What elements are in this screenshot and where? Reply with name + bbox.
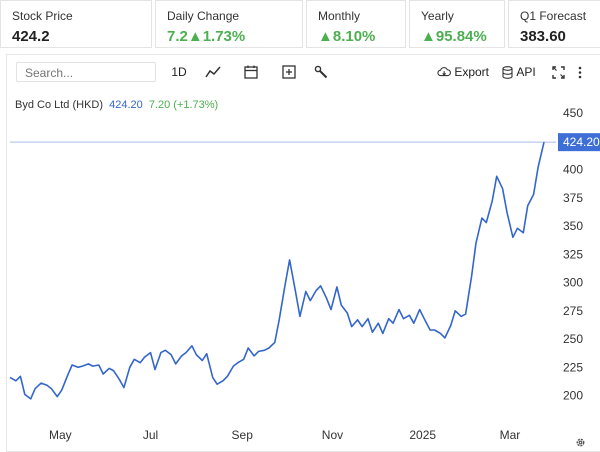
line-chart-icon[interactable] <box>203 61 223 83</box>
stat-value: 7.2▲1.73% <box>167 28 246 45</box>
gear-icon[interactable] <box>573 431 587 452</box>
stat-monthly[interactable]: Monthly ▲8.10% <box>306 0 406 48</box>
api-label: API <box>516 65 536 79</box>
stat-daily-change[interactable]: Daily Change 7.2▲1.73% <box>155 0 303 48</box>
y-tick-label: 400 <box>563 163 583 177</box>
api-button[interactable]: API <box>501 61 537 83</box>
export-label: Export <box>454 65 489 79</box>
x-tick-label: Jul <box>143 428 158 442</box>
stat-value: ▲8.10% <box>318 28 376 45</box>
y-tick-label: 450 <box>563 106 583 120</box>
more-vertical-icon[interactable] <box>573 61 587 83</box>
stat-label: Yearly <box>421 9 454 23</box>
range-1d-button[interactable]: 1D <box>171 65 187 79</box>
fullscreen-icon[interactable] <box>549 61 567 83</box>
stat-yearly[interactable]: Yearly ▲95.84% <box>409 0 505 48</box>
last-price-label: 424.20 <box>563 135 600 149</box>
y-tick-label: 350 <box>563 219 583 233</box>
calendar-icon[interactable] <box>241 61 261 83</box>
x-tick-label: 2025 <box>409 428 436 442</box>
y-tick-label: 225 <box>563 360 583 374</box>
x-tick-label: Mar <box>500 428 521 442</box>
y-tick-label: 300 <box>563 276 583 290</box>
stat-value: 383.60 <box>520 28 566 45</box>
chart-panel: 1D Export API Byd Co Ltd (HKD) 424.20 7.… <box>6 54 600 452</box>
stat-stock-price[interactable]: Stock Price 424.2 <box>0 0 152 48</box>
y-tick-label: 375 <box>563 191 583 205</box>
stat-label: Monthly <box>318 9 361 23</box>
y-tick-label: 325 <box>563 247 583 261</box>
stats-bar: Stock Price 424.2 Daily Change 7.2▲1.73%… <box>0 0 600 48</box>
last-price-tag <box>558 133 600 152</box>
x-tick-label: Nov <box>322 428 343 442</box>
wrench-icon[interactable] <box>311 61 331 83</box>
stat-q1-forecast[interactable]: Q1 Forecast 383.60 <box>508 0 600 48</box>
y-tick-label: 200 <box>563 389 583 403</box>
export-button[interactable]: Export <box>437 61 489 83</box>
database-icon <box>502 65 513 79</box>
legend-change: 7.20 (+1.73%) <box>148 99 219 111</box>
stat-label: Daily Change <box>167 9 240 23</box>
legend-price: 424.20 <box>109 99 143 111</box>
price-series-line[interactable] <box>9 142 545 400</box>
x-tick-label: Sep <box>232 428 254 442</box>
stat-value: 424.2 <box>12 28 50 45</box>
stat-label: Stock Price <box>12 9 73 23</box>
legend-name: Byd Co Ltd (HKD) <box>15 99 104 111</box>
search-input[interactable] <box>16 62 156 82</box>
cloud-download-icon <box>437 67 451 77</box>
stat-value: ▲95.84% <box>421 28 487 45</box>
plus-box-icon[interactable] <box>279 61 299 83</box>
x-tick-label: May <box>49 428 72 442</box>
y-tick-label: 275 <box>563 304 583 318</box>
stat-label: Q1 Forecast <box>520 9 587 23</box>
chart-legend: Byd Co Ltd (HKD) 424.20 7.20 (+1.73%) <box>15 99 218 111</box>
y-tick-label: 250 <box>563 332 583 346</box>
